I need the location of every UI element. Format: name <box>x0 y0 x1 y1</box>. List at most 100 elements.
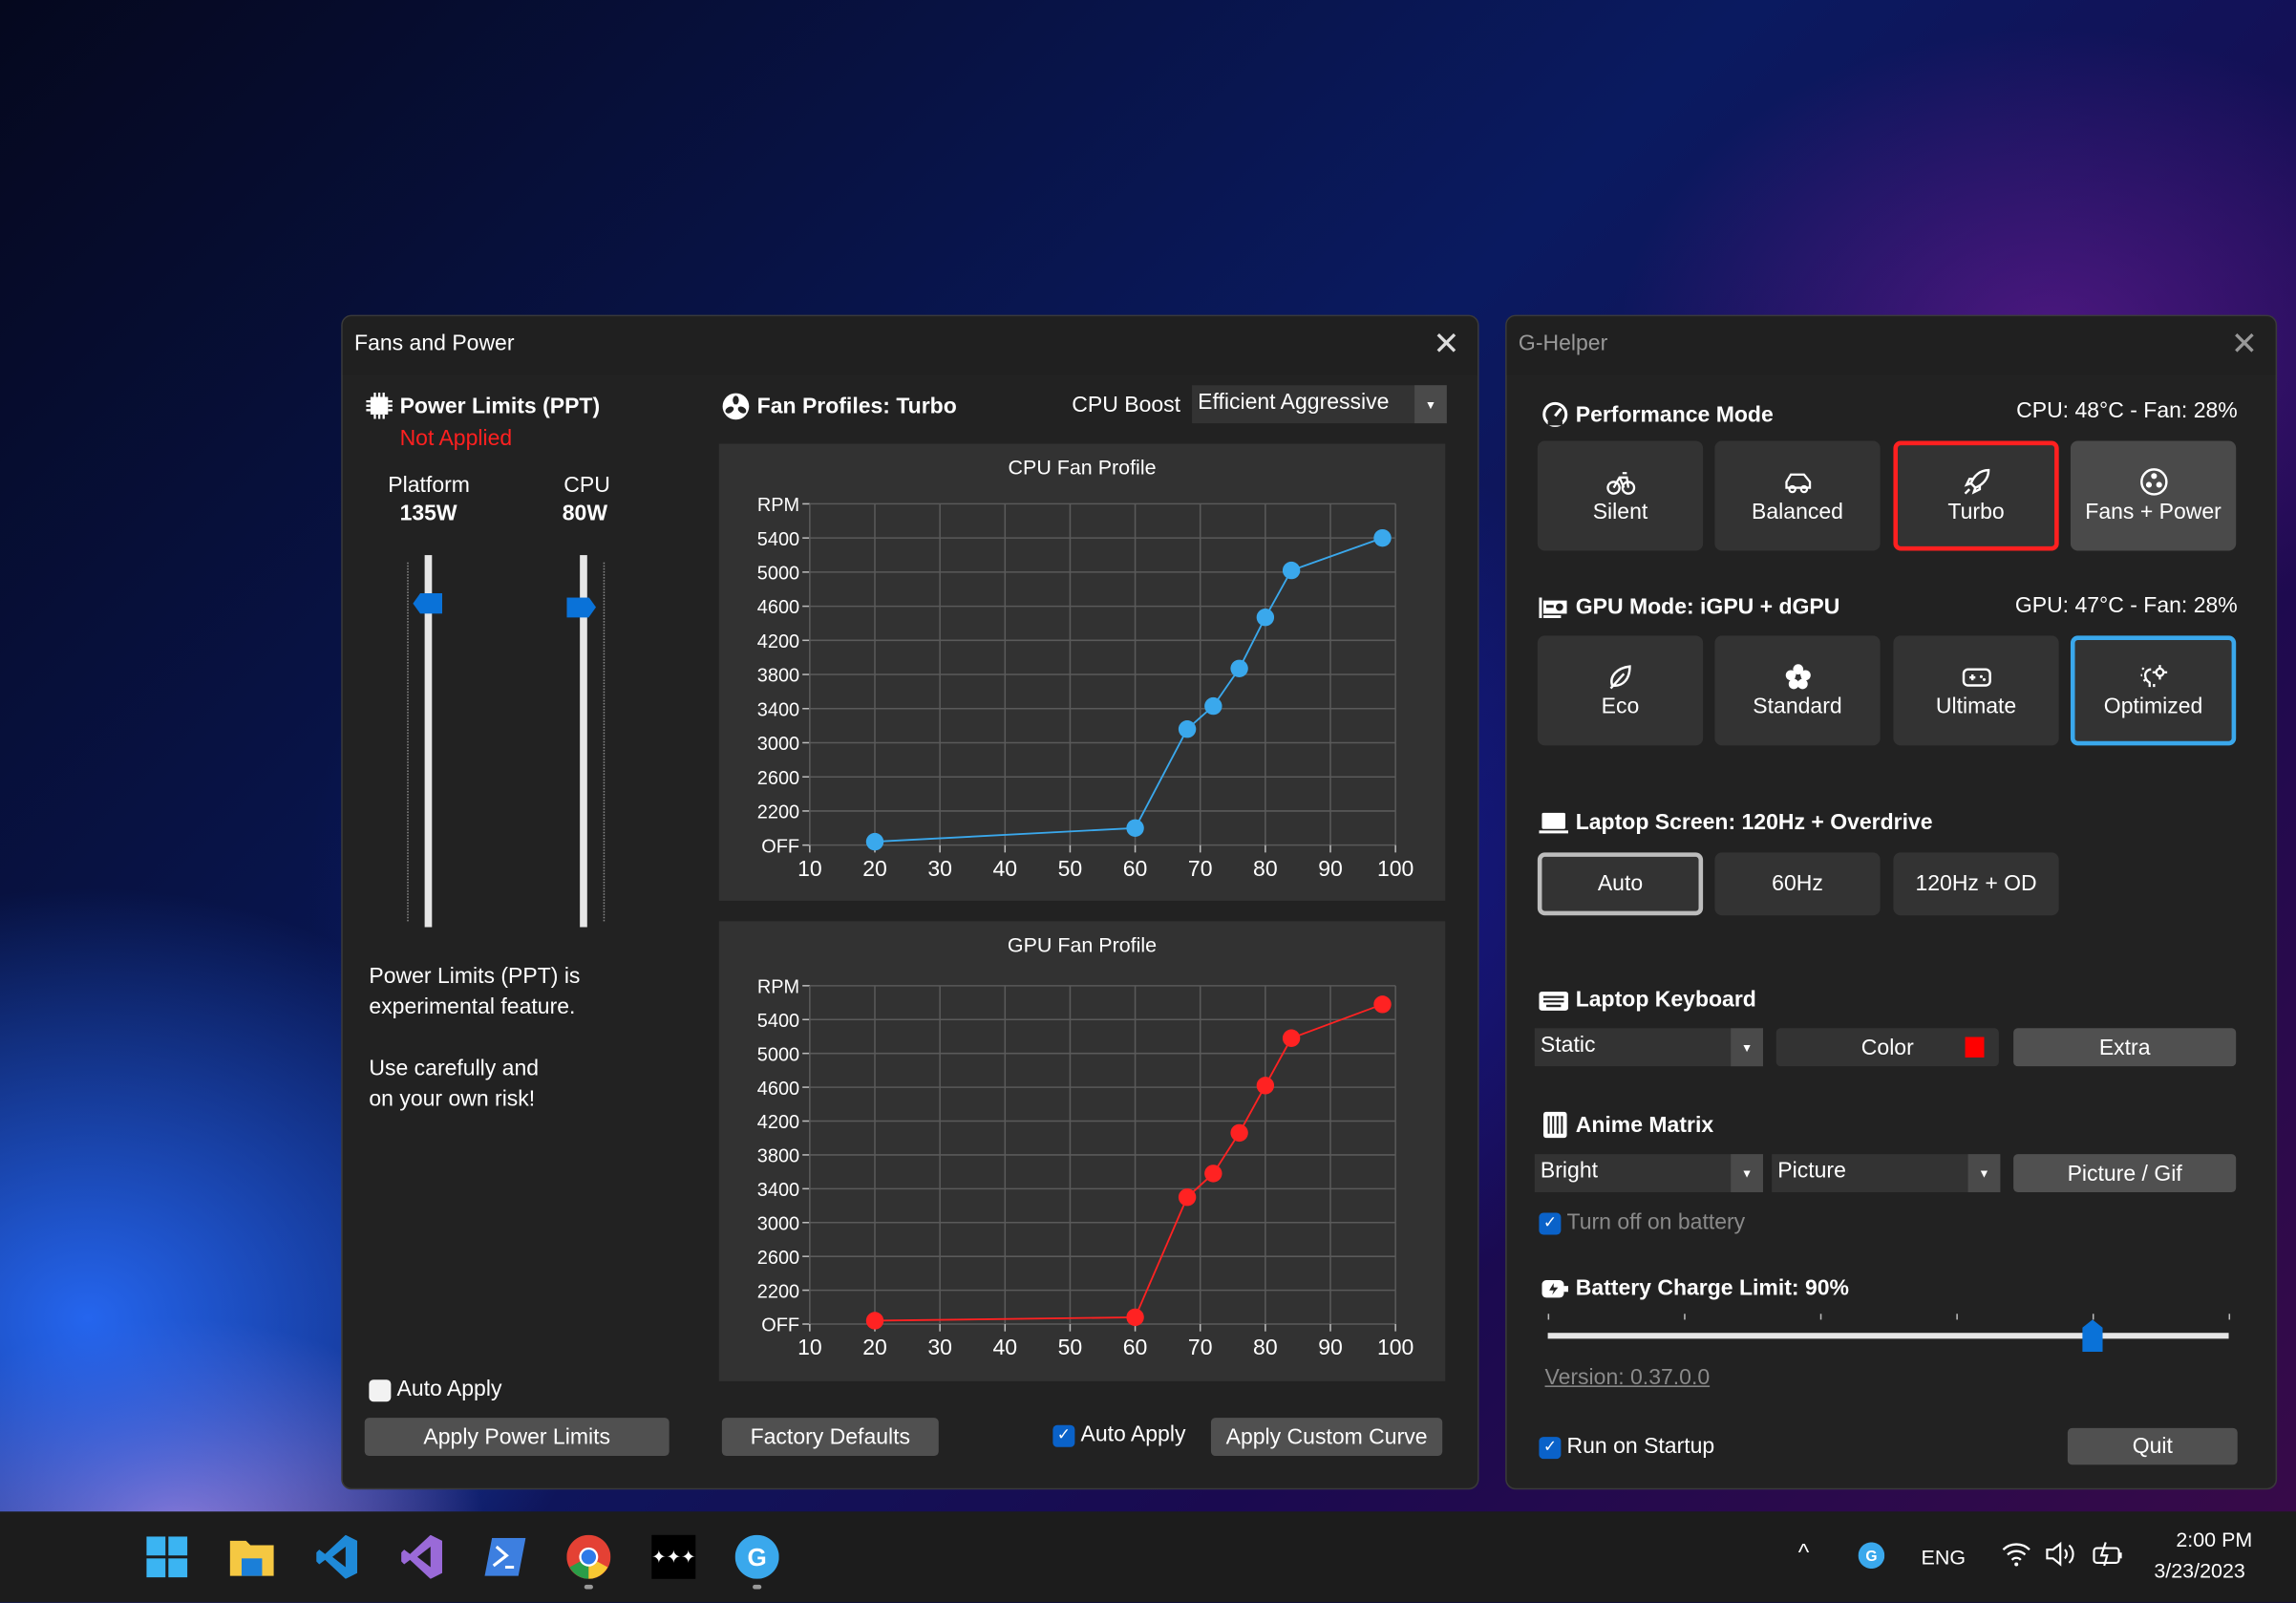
mode-label: Turbo <box>1947 499 2005 524</box>
curve-point[interactable] <box>1178 719 1197 738</box>
fans-auto-apply-checkbox[interactable]: ✓ Auto Apply <box>1052 1422 1185 1447</box>
factory-defaults-button[interactable]: Factory Defaults <box>721 1418 939 1457</box>
screen-option-auto[interactable]: Auto <box>1537 852 1704 916</box>
platform-slider[interactable] <box>424 555 433 928</box>
run-on-startup-checkbox[interactable]: ✓ Run on Startup <box>1539 1434 1714 1459</box>
apply-custom-curve-button[interactable]: Apply Custom Curve <box>1210 1418 1443 1457</box>
chevron-down-icon[interactable]: ▼ <box>1731 1028 1763 1067</box>
keyboard-mode-dropdown[interactable]: Static ▼ <box>1534 1028 1763 1067</box>
performance-silent-button[interactable]: Silent <box>1537 440 1704 551</box>
curve-point[interactable] <box>1256 1077 1275 1095</box>
checkbox-checked[interactable]: ✓ <box>1539 1211 1562 1234</box>
gpu-mode-heading: GPU Mode: iGPU + dGPU <box>1539 594 1839 620</box>
y-tick-label: 3800 <box>757 666 799 687</box>
cpu-power-slider[interactable] <box>580 555 587 928</box>
chevron-down-icon[interactable]: ▼ <box>1731 1154 1763 1193</box>
color-swatch <box>1965 1037 1985 1058</box>
battery-icon[interactable] <box>2093 1541 2125 1571</box>
x-tick-label: 50 <box>1058 856 1083 881</box>
chevron-down-icon[interactable]: ▼ <box>1414 385 1447 424</box>
chart-svg[interactable]: GPU Fan Profile OFF 2200 2600 3000 3400 3800 42… <box>719 921 1445 1380</box>
car-icon <box>1783 467 1813 497</box>
curve-point[interactable] <box>1178 1188 1197 1207</box>
vscode-icon[interactable] <box>315 1534 359 1579</box>
curve-point[interactable] <box>1204 696 1222 716</box>
window-title: G-Helper <box>1518 331 1608 356</box>
checkbox-checked[interactable]: ✓ <box>1539 1436 1562 1459</box>
cpu-power-slider-thumb[interactable] <box>566 596 597 618</box>
curve-point[interactable] <box>1204 1165 1222 1183</box>
x-tick-label: 30 <box>927 856 952 881</box>
platform-value: 135W <box>399 501 457 526</box>
gpu-eco-button[interactable]: Eco <box>1537 635 1704 746</box>
keyboard-mode-value: Static <box>1540 1032 1596 1058</box>
y-tick-label: 5000 <box>757 564 799 585</box>
start-icon[interactable] <box>145 1535 189 1579</box>
battery-limit-slider-thumb[interactable] <box>2082 1319 2103 1353</box>
y-tick-label: 5400 <box>757 1011 799 1032</box>
anime-mode-dropdown[interactable]: Picture ▼ <box>1772 1154 2001 1193</box>
platform-slider-thumb[interactable] <box>413 592 443 614</box>
y-tick-label: OFF <box>761 836 799 857</box>
ghelper-icon[interactable]: G <box>734 1534 779 1579</box>
curve-point[interactable] <box>1373 995 1392 1014</box>
chevron-down-icon[interactable]: ▼ <box>1967 1154 2001 1193</box>
screen-option-120hz-od[interactable]: 120Hz + OD <box>1893 852 2059 916</box>
quit-button[interactable]: Quit <box>2067 1427 2238 1465</box>
curve-point[interactable] <box>1126 819 1144 837</box>
y-tick-label: 4600 <box>757 597 799 618</box>
performance-turbo-button[interactable]: Turbo <box>1893 440 2059 551</box>
chevron-up-icon[interactable]: ^ <box>1797 1540 1810 1566</box>
close-icon[interactable]: ✕ <box>2230 325 2259 362</box>
curve-point[interactable] <box>865 832 884 851</box>
apply-power-limits-button[interactable]: Apply Power Limits <box>364 1418 670 1457</box>
tidal-icon[interactable]: ✦✦✦ <box>651 1534 695 1579</box>
x-tick-label: 50 <box>1058 1335 1083 1359</box>
volume-icon[interactable] <box>2046 1541 2078 1571</box>
x-tick-label: 20 <box>862 1335 887 1359</box>
input-language[interactable]: ENG <box>1921 1545 1966 1570</box>
anime-brightness-dropdown[interactable]: Bright ▼ <box>1534 1154 1763 1193</box>
curve-point[interactable] <box>1282 1029 1301 1047</box>
close-icon[interactable]: ✕ <box>1433 325 1460 362</box>
x-tick-label: 10 <box>797 1335 822 1359</box>
ghelper-tray-icon[interactable]: G <box>1858 1542 1885 1575</box>
gpu-standard-button[interactable]: Standard <box>1714 635 1881 746</box>
turn-off-on-battery-checkbox[interactable]: ✓ Turn off on battery <box>1539 1209 1745 1234</box>
ppt-warning-line2: on your own risk! <box>369 1086 536 1112</box>
keyboard-color-button[interactable]: Color <box>1775 1028 1999 1067</box>
chrome-icon[interactable] <box>566 1534 611 1579</box>
clock-time[interactable]: 2:00 PM <box>2176 1528 2253 1551</box>
file-explorer-icon[interactable] <box>229 1535 274 1579</box>
version-link[interactable]: Version: 0.37.0.0 <box>1544 1364 1711 1391</box>
curve-point[interactable] <box>1230 1123 1248 1143</box>
chart-svg[interactable]: CPU Fan Profile OFF 2200 2600 3000 3400 3800 42… <box>719 444 1445 901</box>
curve-point[interactable] <box>1373 528 1392 547</box>
curve-point[interactable] <box>865 1312 884 1330</box>
curve-point[interactable] <box>1282 561 1301 580</box>
power-status: Not Applied <box>399 426 513 452</box>
fan-profiles-heading: Fan Profiles: Turbo <box>722 393 957 420</box>
power-auto-apply-checkbox[interactable]: Auto Apply <box>369 1377 501 1401</box>
performance-balanced-button[interactable]: Balanced <box>1714 440 1881 551</box>
performance-fans-power-button[interactable]: Fans + Power <box>2070 440 2237 551</box>
gpu-fan-profile-chart[interactable]: GPU Fan Profile OFF 2200 2600 3000 3400 3800 42… <box>718 921 1446 1381</box>
checkbox-checked[interactable]: ✓ <box>1052 1424 1075 1447</box>
battery-limit-slider[interactable] <box>1547 1333 2229 1339</box>
cpu-fan-profile-chart[interactable]: CPU Fan Profile OFF 2200 2600 3000 3400 3800 42… <box>718 443 1446 901</box>
gpu-ultimate-button[interactable]: Ultimate <box>1893 635 2059 746</box>
picture-gif-button[interactable]: Picture / Gif <box>2013 1154 2237 1193</box>
cpu-boost-dropdown[interactable]: Efficient Aggressive ▼ <box>1192 385 1447 424</box>
wifi-icon[interactable] <box>2002 1541 2031 1571</box>
keyboard-extra-button[interactable]: Extra <box>2013 1028 2237 1067</box>
screen-option-60hz[interactable]: 60Hz <box>1714 852 1881 916</box>
checkbox-unchecked[interactable] <box>369 1379 392 1401</box>
powershell-icon[interactable] <box>483 1535 527 1579</box>
visual-studio-icon[interactable] <box>400 1534 444 1579</box>
curve-segment <box>1290 537 1383 571</box>
curve-point[interactable] <box>1256 609 1275 627</box>
curve-point[interactable] <box>1230 659 1248 677</box>
gpu-optimized-button[interactable]: Optimized <box>2070 635 2237 746</box>
curve-point[interactable] <box>1126 1308 1144 1327</box>
clock-date[interactable]: 3/23/2023 <box>2154 1558 2245 1582</box>
